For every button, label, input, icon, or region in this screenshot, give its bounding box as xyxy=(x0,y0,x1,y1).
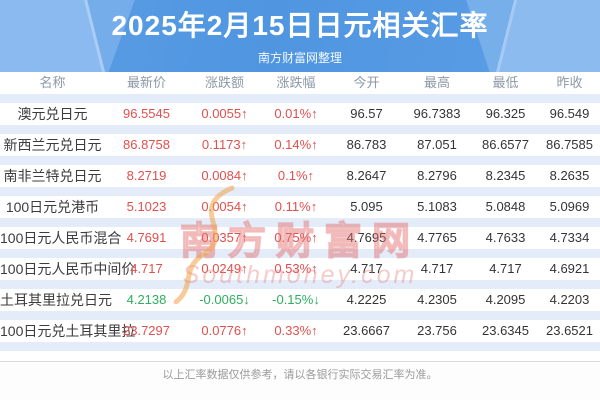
change-amount: 0.0054↑ xyxy=(201,199,248,214)
prev-close: 8.2635 xyxy=(549,168,590,183)
table-row: 100日元人民币中间价 4.717 0.0249↑ 0.53%↑ 4.717 4… xyxy=(0,258,600,280)
col-header-prev: 昨收 xyxy=(556,75,583,90)
prev-close: 23.6521 xyxy=(546,323,593,338)
change-amount: 0.0776↑ xyxy=(201,323,248,338)
change-amount: 0.0084↑ xyxy=(201,168,248,183)
pair-name: 土耳其里拉兑日元 xyxy=(0,292,112,308)
banner: 2025年2月15日日元相关汇率 南方财富网整理 xyxy=(0,0,600,72)
high-price: 4.717 xyxy=(420,261,454,276)
footer-divider xyxy=(0,361,600,362)
col-header-change: 涨跌额 xyxy=(204,75,244,90)
prev-close: 5.0969 xyxy=(549,199,590,214)
latest-price: 5.1023 xyxy=(126,199,167,214)
high-price: 4.2305 xyxy=(417,292,457,307)
prev-close: 4.2203 xyxy=(549,292,590,307)
table-row: 新西兰元兑日元 86.8758 0.1173↑ 0.14%↑ 86.783 87… xyxy=(0,134,600,156)
change-percent: 0.53%↑ xyxy=(274,261,318,276)
change-amount: 0.1173↑ xyxy=(201,137,248,152)
rates-table: 名称 最新价 涨跌额 涨跌幅 今开 最高 最低 昨收 澳元兑日元 96.5545… xyxy=(0,72,600,351)
change-percent: -0.15%↓ xyxy=(272,292,320,307)
disclaimer-text: 以上汇率数据仅供参考，请以各银行实际交易汇率为准。 xyxy=(162,369,438,381)
table-row: 澳元兑日元 96.5545 0.0055↑ 0.01%↑ 96.57 96.73… xyxy=(0,103,600,125)
col-header-high: 最高 xyxy=(423,75,450,90)
prev-close: 4.6921 xyxy=(549,261,590,276)
pair-name: 南非兰特兑日元 xyxy=(3,168,102,184)
pair-name: 100日元兑土耳其里拉 xyxy=(0,323,136,339)
high-price: 87.051 xyxy=(417,137,457,152)
table-row: 100日元兑港币 5.1023 0.0054↑ 0.11%↑ 5.095 5.1… xyxy=(0,196,600,218)
high-price: 5.1083 xyxy=(417,199,457,214)
footer: 以上汇率数据仅供参考，请以各银行实际交易汇率为准。 xyxy=(0,361,600,400)
open-price: 8.2647 xyxy=(346,168,387,183)
open-price: 23.6667 xyxy=(343,323,390,338)
col-header-low: 最低 xyxy=(492,75,519,90)
latest-price: 4.7691 xyxy=(126,230,167,245)
low-price: 4.2095 xyxy=(485,292,526,307)
low-price: 86.6577 xyxy=(482,137,529,152)
low-price: 23.6345 xyxy=(482,323,529,338)
change-percent: 0.14%↑ xyxy=(274,137,318,152)
change-amount: -0.0065↓ xyxy=(199,292,250,307)
table-row: 南非兰特兑日元 8.2719 0.0084↑ 0.1%↑ 8.2647 8.27… xyxy=(0,165,600,187)
open-price: 96.57 xyxy=(350,106,383,121)
low-price: 8.2345 xyxy=(485,168,526,183)
open-price: 4.7695 xyxy=(346,230,387,245)
change-amount: 0.0249↑ xyxy=(201,261,248,276)
table-row: 土耳其里拉兑日元 4.2138 -0.0065↓ -0.15%↓ 4.2225 … xyxy=(0,289,600,311)
open-price: 5.095 xyxy=(350,199,383,214)
table-header-row: 名称 最新价 涨跌额 涨跌幅 今开 最高 最低 昨收 xyxy=(0,72,600,94)
col-header-open: 今开 xyxy=(353,75,380,90)
latest-price: 96.5545 xyxy=(123,106,170,121)
page-title: 2025年2月15日日元相关汇率 xyxy=(111,10,489,41)
latest-price: 4.2138 xyxy=(126,292,167,307)
low-price: 4.7633 xyxy=(485,230,526,245)
change-amount: 0.0055↑ xyxy=(201,106,248,121)
change-percent: 0.01%↑ xyxy=(274,106,318,121)
open-price: 4.2225 xyxy=(346,292,387,307)
table-row: 100日元人民币混合 4.7691 0.0357↑ 0.75%↑ 4.7695 … xyxy=(0,227,600,249)
pair-name: 100日元人民币混合 xyxy=(0,230,122,246)
open-price: 86.783 xyxy=(346,137,387,152)
latest-price: 8.2719 xyxy=(126,168,167,183)
high-price: 96.7383 xyxy=(413,106,461,121)
table-row: 100日元兑土耳其里拉 23.7297 0.0776↑ 0.33%↑ 23.66… xyxy=(0,320,600,342)
prev-close: 4.7334 xyxy=(549,230,590,245)
high-price: 23.756 xyxy=(417,323,457,338)
col-header-percent: 涨跌幅 xyxy=(276,75,316,90)
change-percent: 0.75%↑ xyxy=(274,230,318,245)
prev-close: 96.549 xyxy=(549,106,590,121)
col-header-name: 名称 xyxy=(39,75,66,90)
open-price: 4.717 xyxy=(350,261,383,276)
change-percent: 0.1%↑ xyxy=(277,168,315,183)
change-percent: 0.11%↑ xyxy=(274,199,318,214)
low-price: 96.325 xyxy=(485,106,526,121)
page-subtitle: 南方财富网整理 xyxy=(257,51,342,65)
low-price: 5.0848 xyxy=(485,199,526,214)
high-price: 8.2796 xyxy=(417,168,457,183)
prev-close: 86.7585 xyxy=(546,137,593,152)
pair-name: 100日元人民币中间价 xyxy=(0,261,136,277)
change-amount: 0.0357↑ xyxy=(201,230,248,245)
change-percent: 0.33%↑ xyxy=(274,323,318,338)
latest-price: 86.8758 xyxy=(123,137,170,152)
latest-price: 23.7297 xyxy=(123,323,170,338)
pair-name: 澳元兑日元 xyxy=(17,106,88,122)
pair-name: 100日元兑港币 xyxy=(5,199,100,215)
pair-name: 新西兰元兑日元 xyxy=(3,137,102,153)
col-header-latest: 最新价 xyxy=(126,75,166,90)
latest-price: 4.717 xyxy=(130,261,163,276)
high-price: 4.7765 xyxy=(417,230,457,245)
low-price: 4.717 xyxy=(489,261,522,276)
